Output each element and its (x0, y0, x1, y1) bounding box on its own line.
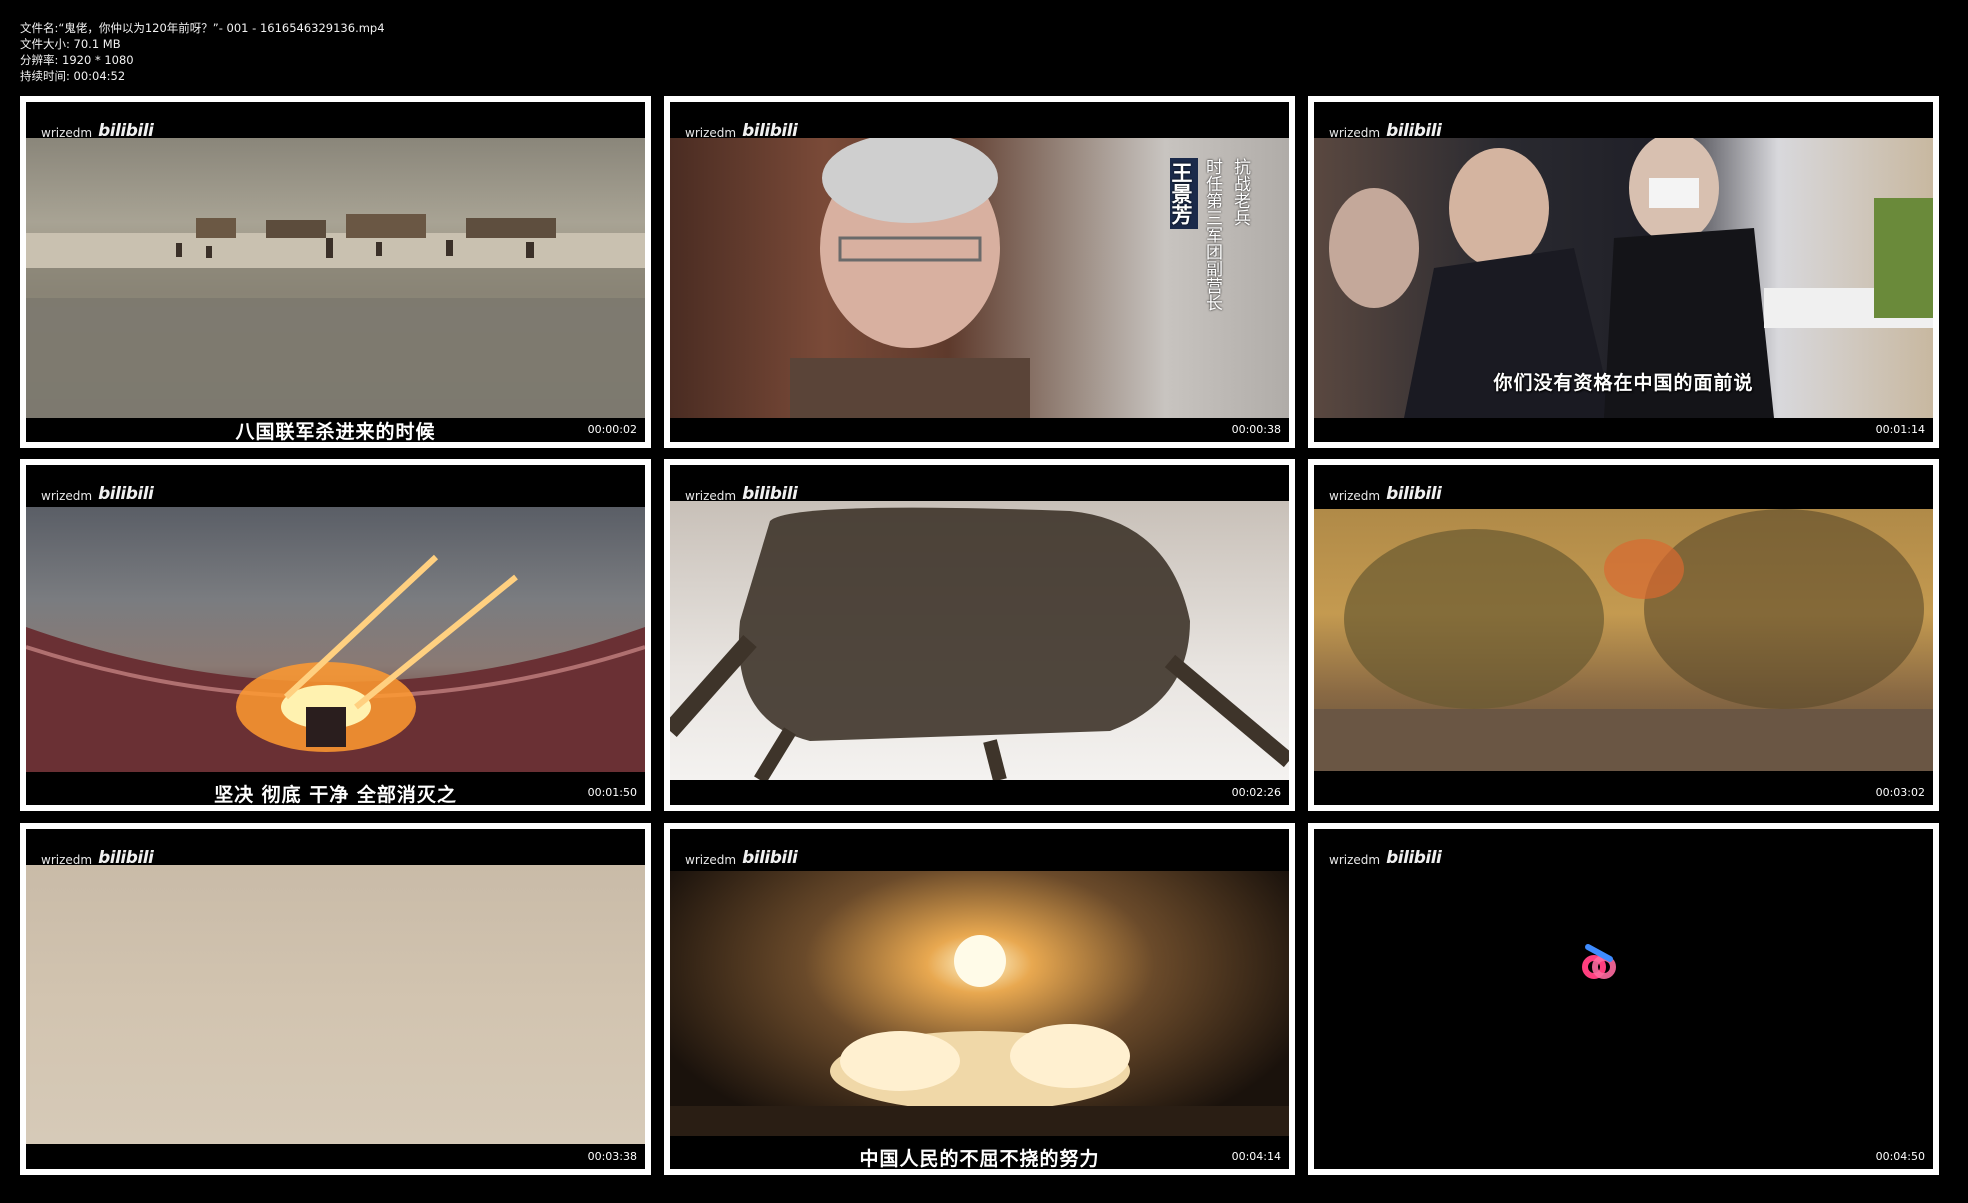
timestamp: 00:04:14 (1231, 1150, 1281, 1163)
frame-image (26, 138, 645, 418)
thumbnail-8[interactable]: wrizedm bilibili 中国人民的不屈不挠的努力 00:04:14 (664, 823, 1295, 1175)
subtitle: 八国联军杀进来的时候 (235, 421, 436, 442)
frame-image (670, 501, 1289, 780)
timestamp: 00:03:02 (1875, 786, 1925, 799)
bilibili-loading-icon (1582, 939, 1616, 981)
watermark: wrizedm bilibili (685, 121, 798, 141)
thumbnail-4[interactable]: wrizedm bilibili 坚决 彻底 干净 全部消灭之 00:01:50 (20, 459, 651, 811)
frame-image (26, 865, 645, 1144)
timestamp: 00:03:38 (587, 1150, 637, 1163)
watermark: wrizedm bilibili (1329, 121, 1442, 141)
frame-image (1314, 138, 1933, 418)
timestamp: 00:01:50 (587, 786, 637, 799)
thumbnail-7[interactable]: wrizedm bilibili 00:03:38 (20, 823, 651, 1175)
thumbnail-6[interactable]: wrizedm bilibili 00:03:02 (1308, 459, 1939, 811)
watermark: wrizedm bilibili (41, 484, 154, 504)
caption-role-1: 抗战老兵 (1230, 158, 1250, 226)
caption-name: 王景芳 (1169, 158, 1198, 229)
watermark: wrizedm bilibili (41, 121, 154, 141)
timestamp: 00:00:38 (1231, 423, 1281, 436)
thumbnail-3[interactable]: wrizedm bilibili 你们没有资格在中国的面前说 00:01:14 (1308, 96, 1939, 448)
file-size: 文件大小: 70.1 MB (20, 37, 121, 51)
file-info: 文件名:“鬼佬，你仲以为120年前呀？”- 001 - 161654632913… (20, 20, 385, 84)
file-duration: 持续时间: 00:04:52 (20, 69, 126, 83)
subtitle: 中国人民的不屈不挠的努力 (859, 1148, 1100, 1169)
file-resolution: 分辨率: 1920 * 1080 (20, 53, 134, 67)
frame-image (1314, 509, 1933, 771)
timestamp: 00:01:14 (1875, 423, 1925, 436)
watermark: wrizedm bilibili (685, 484, 798, 504)
watermark: wrizedm bilibili (1329, 484, 1442, 504)
thumbnail-1[interactable]: wrizedm bilibili 八国联军杀进来的时候 00:00:02 (20, 96, 651, 448)
frame-image (26, 507, 645, 772)
file-name: 文件名:“鬼佬，你仲以为120年前呀？”- 001 - 161654632913… (20, 21, 385, 35)
timestamp: 00:02:26 (1231, 786, 1281, 799)
caption-role-2: 时任第三军团副营长 (1202, 158, 1222, 311)
watermark: wrizedm bilibili (685, 848, 798, 868)
watermark: wrizedm bilibili (1329, 848, 1442, 868)
timestamp: 00:04:50 (1875, 1150, 1925, 1163)
watermark: wrizedm bilibili (41, 848, 154, 868)
frame-image (670, 871, 1289, 1136)
subtitle: 坚决 彻底 干净 全部消灭之 (214, 784, 457, 805)
subtitle: 你们没有资格在中国的面前说 (1493, 372, 1754, 394)
thumbnail-5[interactable]: wrizedm bilibili 00:02:26 (664, 459, 1295, 811)
thumbnail-9[interactable]: wrizedm bilibili 00:04:50 (1308, 823, 1939, 1175)
timestamp: 00:00:02 (587, 423, 637, 436)
thumbnail-2[interactable]: wrizedm bilibili 王景芳 抗战老兵 时任第三军团副营长 00:00… (664, 96, 1295, 448)
